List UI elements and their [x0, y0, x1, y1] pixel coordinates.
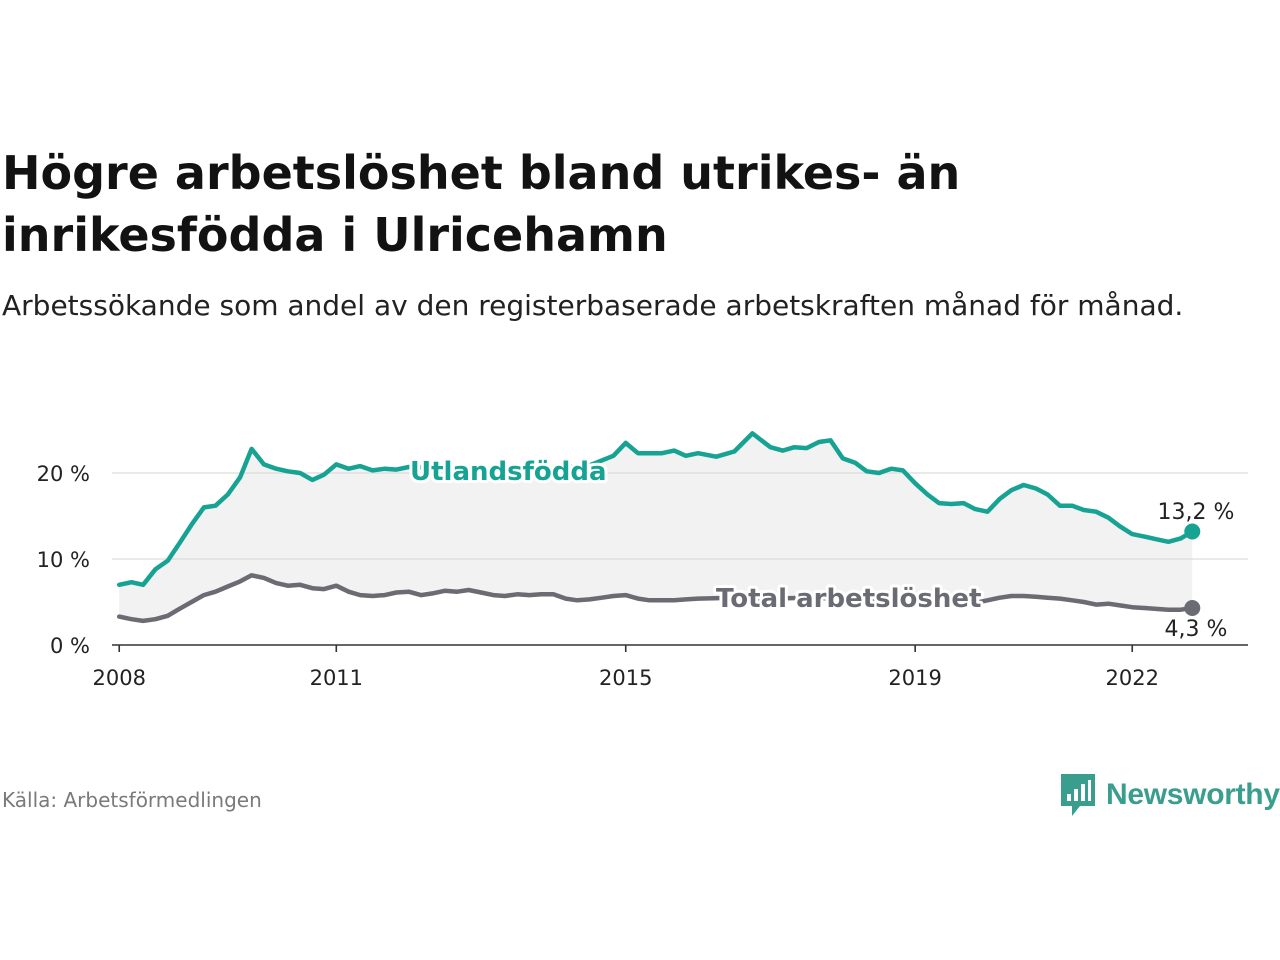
x-tick-label: 2022 [1106, 666, 1159, 690]
range-band [119, 433, 1193, 621]
series-line-total-arbetsloshet [116, 573, 1195, 624]
x-tick-label: 2015 [599, 666, 652, 690]
y-tick-label: 0 % [50, 634, 90, 658]
y-tick-label: 20 % [37, 462, 90, 486]
series-label-utlandsfodda: Utlandsfödda [410, 457, 607, 487]
series-label-total: Total arbetslöshet [716, 584, 981, 614]
brand-name: Newsworthy [1106, 778, 1280, 811]
newsworthy-logo-icon [1061, 774, 1095, 816]
x-tick-label: 2019 [888, 666, 941, 690]
series-endpoint-total-arbetsloshet [1184, 600, 1201, 617]
chart-title: Högre arbetslöshet bland utrikes- än inr… [2, 146, 961, 262]
brand-logo: Newsworthy [1058, 772, 1280, 818]
x-tick-label: 2008 [93, 666, 146, 690]
x-tick-label: 2011 [310, 666, 363, 690]
source-note: Källa: Arbetsförmedlingen [2, 788, 262, 812]
line-chart: Utlandsfödda Total arbetslöshet 13,2 % 4,3 … [37, 431, 1248, 690]
y-tick-label: 10 % [37, 548, 90, 572]
chart-subtitle: Arbetssökande som andel av den registerb… [2, 289, 1184, 322]
end-label-utlandsfodda: 13,2 % [1158, 500, 1235, 525]
series-endpoint-utlandsfodda [1184, 523, 1201, 540]
end-label-total: 4,3 % [1165, 617, 1228, 642]
series-line-utlandsfodda [116, 431, 1195, 588]
